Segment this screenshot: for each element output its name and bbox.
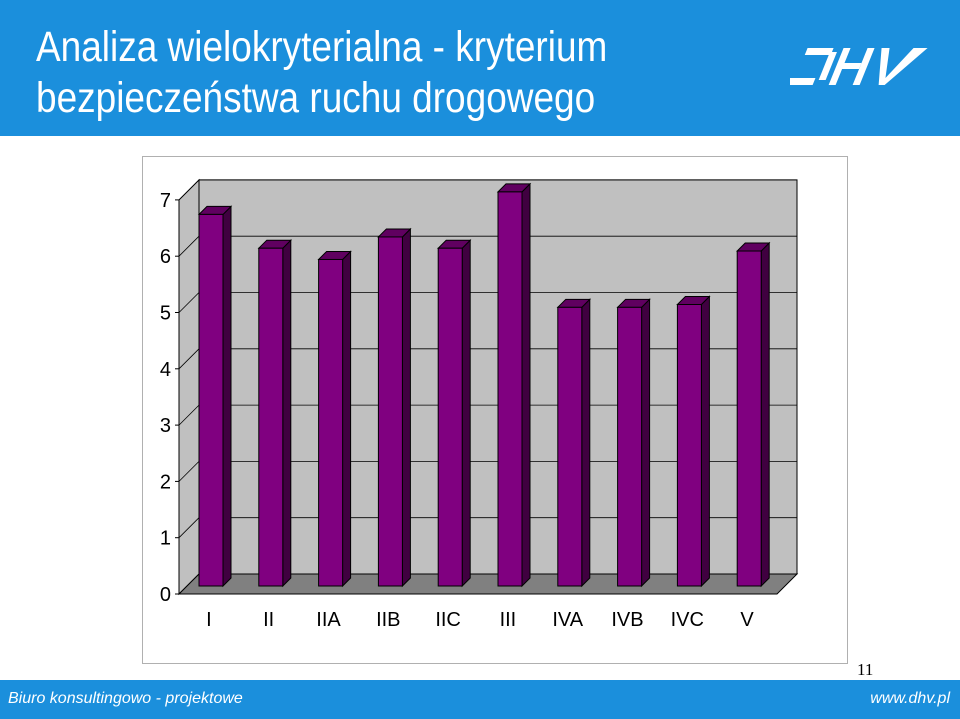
dhv-logo [790,48,928,85]
side-gridline [178,517,200,538]
bar [617,306,643,587]
y-tick-label: 6 [160,246,171,268]
bar [736,250,762,587]
y-tick-label: 4 [160,359,171,381]
x-tick-label: IIA [316,609,341,631]
side-gridline [178,404,200,426]
title-line-2: bezpieczeństwa ruchu drogowego [36,74,596,122]
bar [258,247,284,587]
bar [437,247,463,587]
page-title: Analiza wielokryterialna - kryterium bez… [36,22,607,124]
bar [377,236,403,587]
side-gridline [178,179,200,201]
x-tick-label: IIC [435,609,461,631]
x-tick-label: V [740,609,754,631]
y-tick-label: 1 [160,528,171,550]
x-tick-label: IVA [552,609,583,631]
footer-company-text: Biuro konsultingowo - projektowe [8,690,243,707]
x-tick-label: III [500,609,517,631]
y-tick-label: 0 [160,584,171,606]
chart-side-wall [178,178,200,596]
y-tick-label: 3 [160,415,171,437]
bar-side [342,250,352,588]
x-tick-label: I [206,609,212,631]
y-tick-label: 2 [160,471,171,493]
bar-side [282,238,292,588]
y-tick-label: 5 [160,303,171,325]
bar-side [641,298,651,588]
footer-website-link[interactable]: www.dhv.pl [870,690,950,707]
y-tick-label: 7 [160,190,171,212]
side-gridline [178,235,200,257]
bar-side [222,205,232,588]
x-tick-label: II [263,609,274,631]
bar-side [401,227,411,588]
bar-side [760,241,770,588]
footer-bar: Biuro konsultingowo - projektowe www.dhv… [0,680,960,719]
side-gridline [178,348,200,370]
bar [497,191,523,587]
x-tick-label: IIB [376,609,400,631]
bar-side [461,238,471,588]
bar [318,258,344,587]
side-gridline [178,292,200,313]
x-tick-label: IVB [611,609,643,631]
bar-side [521,182,531,588]
x-tick-label: IVC [671,609,704,631]
chart-frame: 0 1 2 3 4 5 6 7 I II IIA IIB IIC III IVA IVB IVC V [142,156,848,664]
bar-side [700,295,710,588]
bar-side [581,298,591,588]
page-number: 11 [857,660,874,679]
bar [676,304,702,587]
title-line-1: Analiza wielokryterialna - kryterium [36,23,608,71]
side-gridline [178,461,200,482]
header-bar: Analiza wielokryterialna - kryterium bez… [0,0,960,136]
bar [198,213,224,587]
bar [557,306,583,587]
